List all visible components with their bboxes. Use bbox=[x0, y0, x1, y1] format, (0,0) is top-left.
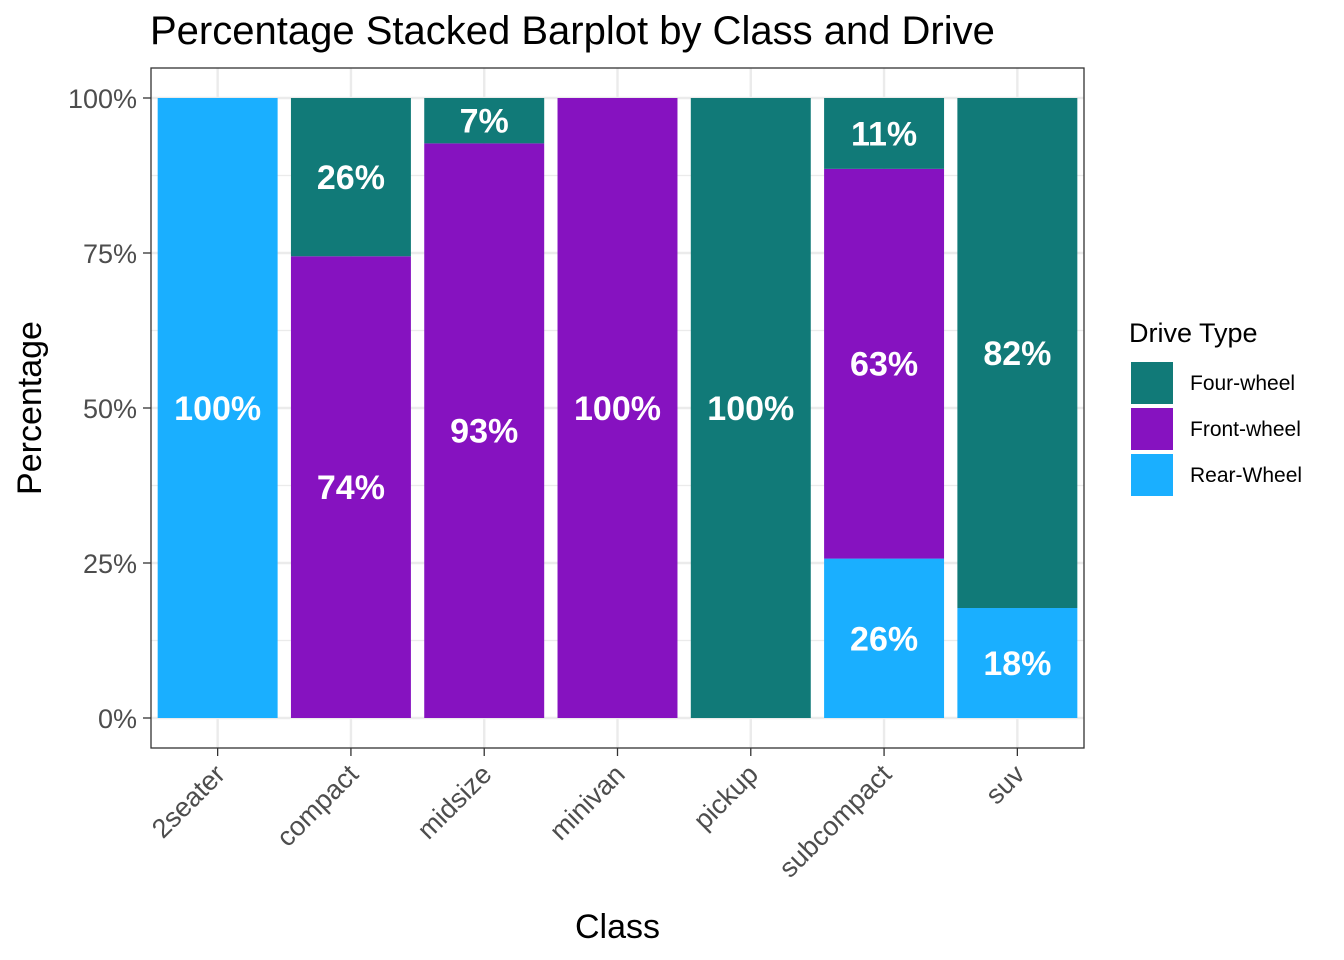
legend-label: Front-wheel bbox=[1190, 418, 1301, 441]
legend: Drive Type Four-wheel Front-wheel Rear-Whe… bbox=[1129, 318, 1302, 496]
bar-segment bbox=[957, 608, 1078, 718]
bar-segment bbox=[424, 143, 545, 718]
x-tick-label: pickup bbox=[688, 759, 764, 835]
bar-data-label: 82% bbox=[983, 335, 1051, 373]
legend-swatch bbox=[1131, 454, 1173, 496]
y-axis-title: Percentage bbox=[11, 321, 49, 495]
legend-label: Rear-Wheel bbox=[1190, 464, 1302, 487]
x-axis-title: Class bbox=[575, 908, 660, 946]
legend-label: Four-wheel bbox=[1190, 372, 1295, 395]
legend-swatch bbox=[1131, 408, 1173, 450]
bar-data-label: 63% bbox=[850, 346, 918, 384]
bar-data-label: 100% bbox=[707, 390, 794, 428]
y-tick-label: 75% bbox=[83, 239, 137, 269]
bar-segment bbox=[824, 98, 945, 169]
bar-segment bbox=[290, 256, 411, 718]
x-tick-label: 2seater bbox=[146, 759, 231, 844]
bar-segment bbox=[157, 98, 278, 718]
bar-segment bbox=[824, 168, 945, 559]
x-tick-label: suv bbox=[980, 759, 1031, 810]
y-axis: 0% 25% 50% 75% 100% bbox=[68, 84, 151, 734]
bar-segment bbox=[290, 98, 411, 257]
bar-segment bbox=[824, 558, 945, 718]
bar-data-label: 7% bbox=[460, 103, 509, 141]
legend-title: Drive Type bbox=[1129, 318, 1258, 348]
bar-data-label: 93% bbox=[450, 413, 518, 451]
y-tick-label: 100% bbox=[68, 84, 137, 114]
bar-labels: 100% 74% 26% 93% 7% 100% 100% 26% 63% 11% 18% 82% bbox=[174, 103, 1051, 683]
y-tick-label: 0% bbox=[98, 704, 137, 734]
x-tick-label: subcompact bbox=[773, 759, 898, 884]
bar-segment bbox=[424, 98, 545, 144]
x-tick-label: midsize bbox=[412, 759, 498, 845]
bar-segment bbox=[957, 98, 1078, 609]
bar-segment bbox=[557, 98, 678, 718]
y-tick-label: 25% bbox=[83, 549, 137, 579]
bars bbox=[157, 98, 1078, 718]
x-axis: 2seater compact midsize minivan pickup subcom… bbox=[146, 748, 1031, 883]
bar-data-label: 74% bbox=[317, 469, 385, 507]
chart-title: Percentage Stacked Barplot by Class and … bbox=[150, 9, 995, 53]
bar-data-label: 11% bbox=[851, 115, 917, 153]
y-tick-label: 50% bbox=[83, 394, 137, 424]
x-tick-label: compact bbox=[271, 759, 365, 853]
bar-data-label: 18% bbox=[983, 645, 1051, 683]
bar-segment bbox=[690, 98, 811, 718]
bar-data-label: 26% bbox=[317, 159, 385, 197]
x-tick-label: minivan bbox=[544, 759, 631, 846]
bar-data-label: 100% bbox=[574, 390, 661, 428]
legend-swatch bbox=[1131, 362, 1173, 404]
bar-data-label: 100% bbox=[174, 390, 261, 428]
bar-data-label: 26% bbox=[850, 620, 918, 658]
